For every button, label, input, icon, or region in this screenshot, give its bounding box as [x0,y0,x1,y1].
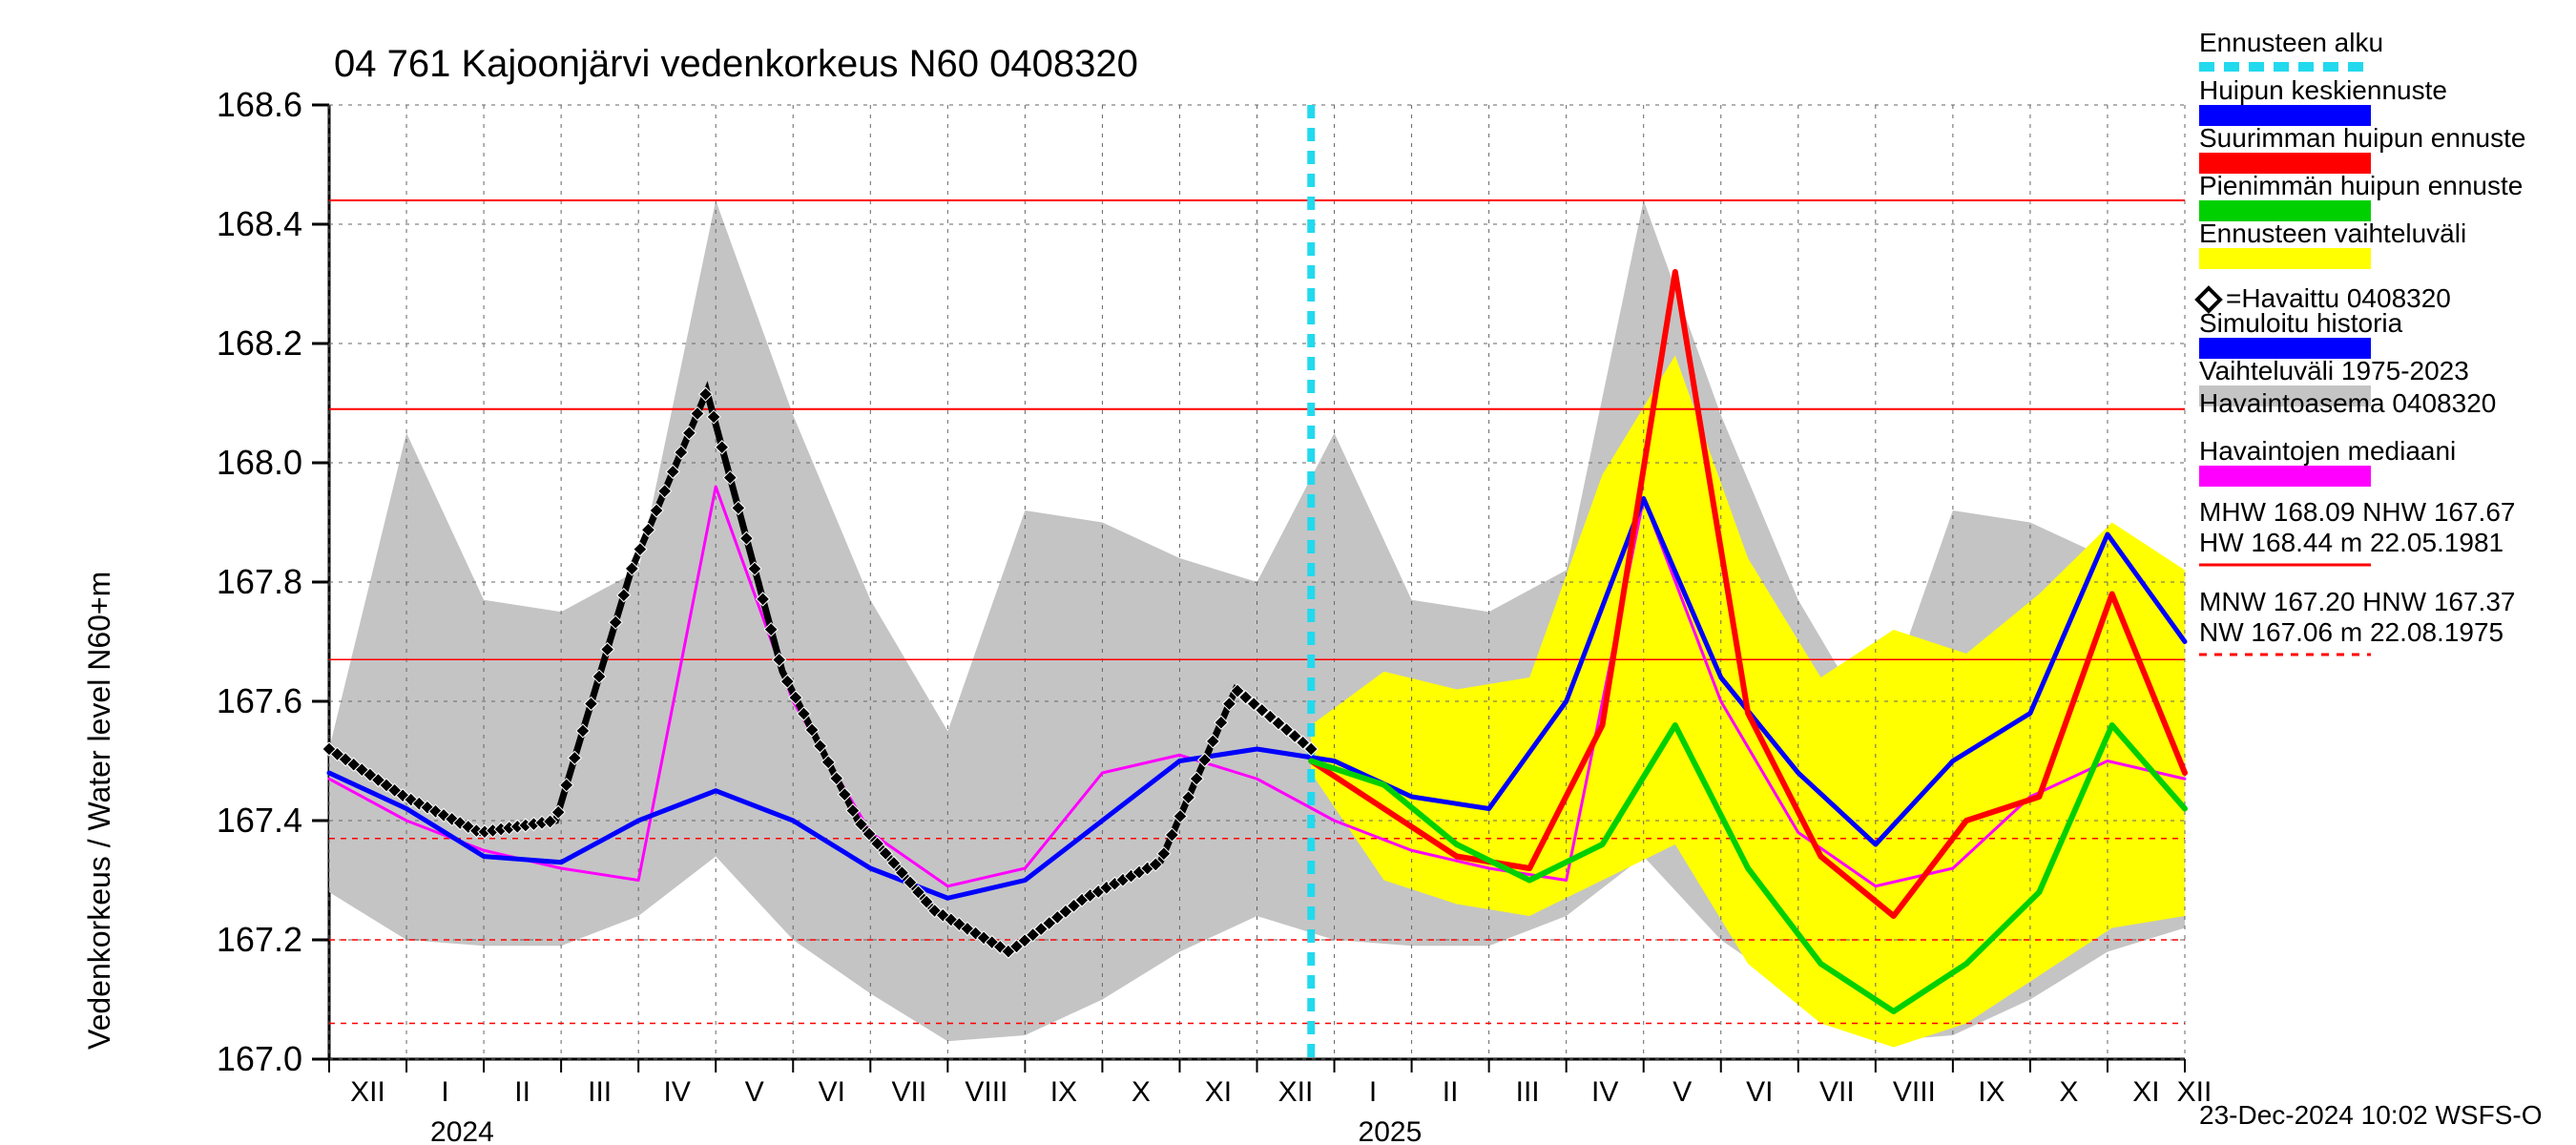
x-month-label: III [1516,1076,1540,1108]
legend-swatch [2199,466,2371,487]
legend-label: Havaintojen mediaani [2199,436,2456,466]
y-tick-label: 168.0 [217,443,302,482]
legend-label: MHW 168.09 NHW 167.67 [2199,497,2515,527]
x-month-label: XII [1278,1076,1314,1108]
legend-entry: MNW 167.20 HNW 167.37NW 167.06 m 22.08.1… [2199,587,2515,655]
x-month-label: VII [1819,1076,1855,1108]
x-month-label: VIII [965,1076,1008,1108]
x-month-label: IV [1591,1076,1618,1108]
x-month-label: VI [819,1076,845,1108]
x-month-label: V [1672,1076,1692,1108]
y-tick-label: 167.8 [217,562,302,601]
legend-swatch [2199,248,2371,269]
legend-label: Pienimmän huipun ennuste [2199,171,2523,200]
x-month-label: XII [350,1076,385,1108]
chart-root: 04 761 Kajoonjärvi vedenkorkeus N60 0408… [0,0,2576,1145]
x-month-label: II [514,1076,530,1108]
x-month-label: XI [2132,1076,2159,1108]
y-axis-title: Vedenkorkeus / Water level N60+m [82,572,116,1050]
x-year-label: 2025 [1359,1116,1423,1145]
legend-label: Suurimman huipun ennuste [2199,123,2525,153]
x-month-label: I [441,1076,448,1108]
legend-label: Huipun keskiennuste [2199,75,2447,105]
x-month-label: IX [1050,1076,1077,1108]
x-month-label: X [2059,1076,2078,1108]
legend-label: Simuloitu historia [2199,308,2403,338]
y-tick-label: 167.0 [217,1039,302,1078]
x-year-label: 2024 [430,1116,494,1145]
y-tick-label: 167.6 [217,681,302,720]
x-month-label: X [1132,1076,1151,1108]
y-tick-label: 168.6 [217,85,302,124]
chart-title: 04 761 Kajoonjärvi vedenkorkeus N60 0408… [334,43,1138,85]
x-month-label: IX [1978,1076,2005,1108]
x-month-label: I [1369,1076,1377,1108]
legend-label: MNW 167.20 HNW 167.37 [2199,587,2515,616]
x-month-label: VI [1746,1076,1773,1108]
x-month-label: XI [1205,1076,1232,1108]
y-tick-label: 168.2 [217,323,302,363]
x-month-label: II [1443,1076,1459,1108]
legend-label2: HW 168.44 m 22.05.1981 [2199,528,2503,557]
legend-label: Ennusteen vaihteluväli [2199,219,2466,248]
y-tick-label: 167.4 [217,801,302,840]
x-month-label: V [745,1076,764,1108]
legend-label: Vaihteluväli 1975-2023 [2199,356,2469,385]
y-tick-label: 167.2 [217,920,302,959]
x-month-label: VII [891,1076,926,1108]
x-month-label: III [588,1076,612,1108]
footer-timestamp: 23-Dec-2024 10:02 WSFS-O [2199,1100,2543,1130]
legend-label: Ennusteen alku [2199,28,2383,57]
legend-label2: Havaintoasema 0408320 [2199,388,2496,418]
x-month-label: VIII [1893,1076,1936,1108]
y-tick-label: 168.4 [217,204,302,243]
x-month-label: IV [664,1076,691,1108]
legend-entry: MHW 168.09 NHW 167.67HW 168.44 m 22.05.1… [2199,497,2515,565]
chart-svg: 04 761 Kajoonjärvi vedenkorkeus N60 0408… [0,0,2576,1145]
legend-label2: NW 167.06 m 22.08.1975 [2199,617,2503,647]
